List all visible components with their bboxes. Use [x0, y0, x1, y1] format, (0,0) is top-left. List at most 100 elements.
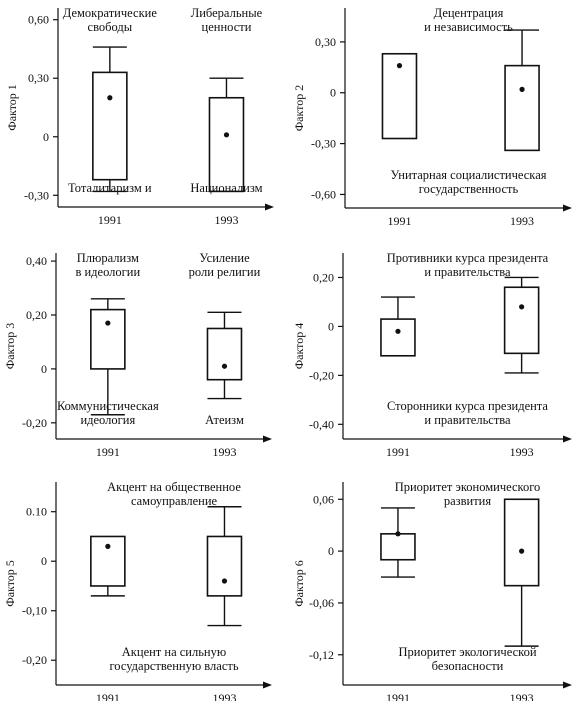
- mean-point: [519, 304, 525, 310]
- y-tick-label: 0: [43, 130, 49, 144]
- annotation-bottom: безопасности: [432, 659, 504, 673]
- x-tick-label: 1991: [386, 445, 410, 459]
- y-axis-label: Фактор 5: [3, 560, 17, 607]
- x-axis-arrow-icon: [563, 681, 572, 689]
- x-tick-label: 1991: [98, 213, 122, 227]
- y-tick-label: 0,60: [28, 13, 49, 27]
- annotation-bottom: Приоритет экологической: [398, 645, 536, 659]
- y-tick-label: 0,40: [26, 254, 47, 268]
- box-1993: [504, 64, 540, 152]
- y-axis-label: Фактор 6: [292, 560, 306, 607]
- x-tick-label: 1993: [212, 691, 236, 701]
- y-tick-label: 0: [328, 319, 334, 333]
- box-1991: [381, 52, 418, 140]
- y-tick-label: 0: [328, 544, 334, 558]
- mean-point: [519, 548, 525, 554]
- annotation-top: Усиление: [199, 251, 250, 265]
- annotation-bottom: Коммунистическая: [57, 399, 159, 413]
- x-tick-label: 1993: [510, 445, 534, 459]
- mean-point: [107, 95, 113, 101]
- mean-point: [221, 363, 228, 369]
- annotation-bottom: государственность: [419, 182, 519, 196]
- x-tick-label: 1991: [387, 214, 411, 228]
- y-tick-label: -0,20: [309, 368, 334, 382]
- y-axis-label: Фактор 3: [3, 323, 17, 370]
- annotation-top: Акцент на общественное: [107, 480, 241, 494]
- annotation-bottom: и правительства: [424, 413, 511, 427]
- x-axis-arrow-icon: [265, 203, 274, 211]
- y-tick-label: -0,06: [309, 596, 334, 610]
- annotation-top: Децентрация: [434, 6, 504, 20]
- y-tick-label: 0: [41, 554, 47, 568]
- mean-point: [395, 531, 401, 537]
- y-tick-label: 0,20: [313, 270, 334, 284]
- annotation-bottom: Сторонники курса президента: [387, 399, 548, 413]
- y-tick-label: -0,12: [309, 648, 334, 662]
- y-axis-label: Фактор 2: [292, 85, 306, 132]
- x-tick-label: 1991: [96, 445, 120, 459]
- panel-factor-5: Фактор 5 0.10 0 -0,10 -0,20 1991 1993 Акцент на…: [3, 480, 272, 701]
- box-1993: [206, 535, 243, 597]
- annotation-bottom: Атеизм: [205, 413, 244, 427]
- panel-factor-6: Фактор 6 0,06 0 -0,06 -0,12 1991 1993 Приоритет…: [292, 480, 572, 701]
- annotation-top: в идеологии: [75, 265, 140, 279]
- mean-point: [519, 86, 525, 92]
- annotation-bottom: Тоталитаризм и: [68, 181, 152, 195]
- box-1991: [90, 308, 126, 370]
- annotation-top: и независимость: [424, 20, 513, 34]
- x-tick-label: 1991: [386, 691, 410, 701]
- box-1991: [92, 71, 128, 181]
- y-axis-label: Фактор 1: [5, 84, 19, 131]
- annotation-bottom: государственную власть: [109, 659, 238, 673]
- y-tick-label: -0,20: [22, 653, 47, 667]
- mean-point: [105, 320, 111, 326]
- x-axis-arrow-icon: [563, 435, 572, 443]
- annotation-top: Либеральные: [191, 6, 263, 20]
- annotation-bottom: Унитарная социалистическая: [391, 168, 547, 182]
- mean-point: [223, 132, 230, 138]
- x-axis-arrow-icon: [263, 435, 272, 443]
- y-tick-label: 0,06: [313, 492, 334, 506]
- box-1991: [380, 533, 416, 561]
- annotation-bottom: Акцент на сильную: [122, 645, 226, 659]
- annotation-top: развития: [444, 494, 491, 508]
- panel-factor-4: Фактор 4 0,20 0 -0,20 -0,40 1991 1993 Противник…: [292, 251, 572, 459]
- box-1993: [503, 286, 540, 355]
- x-axis-arrow-icon: [563, 204, 572, 212]
- x-tick-label: 1993: [214, 213, 238, 227]
- y-tick-label: -0,60: [311, 187, 336, 201]
- annotation-top: самоуправление: [131, 494, 218, 508]
- x-axis-arrow-icon: [263, 681, 272, 689]
- mean-point: [221, 578, 228, 584]
- y-tick-label: 0,20: [26, 308, 47, 322]
- annotation-top: роли религии: [189, 265, 261, 279]
- y-tick-label: -0,30: [311, 137, 336, 151]
- annotation-top: Плюрализм: [77, 251, 139, 265]
- box-1993: [503, 498, 540, 587]
- y-tick-label: -0,40: [309, 417, 334, 431]
- panel-factor-3: Фактор 3 0,40 0,20 0 -0,20 1991 1993 Плюрализмв…: [3, 251, 272, 459]
- box-1993: [208, 96, 245, 193]
- y-tick-label: -0,20: [22, 416, 47, 430]
- annotation-bottom: Национализм: [190, 181, 262, 195]
- mean-point: [395, 328, 401, 334]
- x-tick-label: 1993: [212, 445, 236, 459]
- mean-point: [105, 543, 111, 549]
- box-1993: [206, 327, 243, 381]
- annotation-top: Демократические: [63, 6, 158, 20]
- annotation-bottom: идеология: [80, 413, 135, 427]
- y-tick-label: 0: [41, 362, 47, 376]
- box-1991: [380, 318, 416, 357]
- y-tick-label: -0,10: [22, 604, 47, 618]
- annotation-top: ценности: [202, 20, 252, 34]
- x-tick-label: 1991: [96, 691, 120, 701]
- x-tick-label: 1993: [510, 691, 534, 701]
- y-axis-label: Фактор 4: [292, 323, 306, 370]
- annotation-top: Противники курса президента: [387, 251, 549, 265]
- y-tick-label: -0,30: [24, 188, 49, 202]
- x-tick-label: 1993: [510, 214, 534, 228]
- y-tick-label: 0.10: [26, 505, 47, 519]
- annotation-top: свободы: [88, 20, 133, 34]
- y-tick-label: 0,30: [315, 35, 336, 49]
